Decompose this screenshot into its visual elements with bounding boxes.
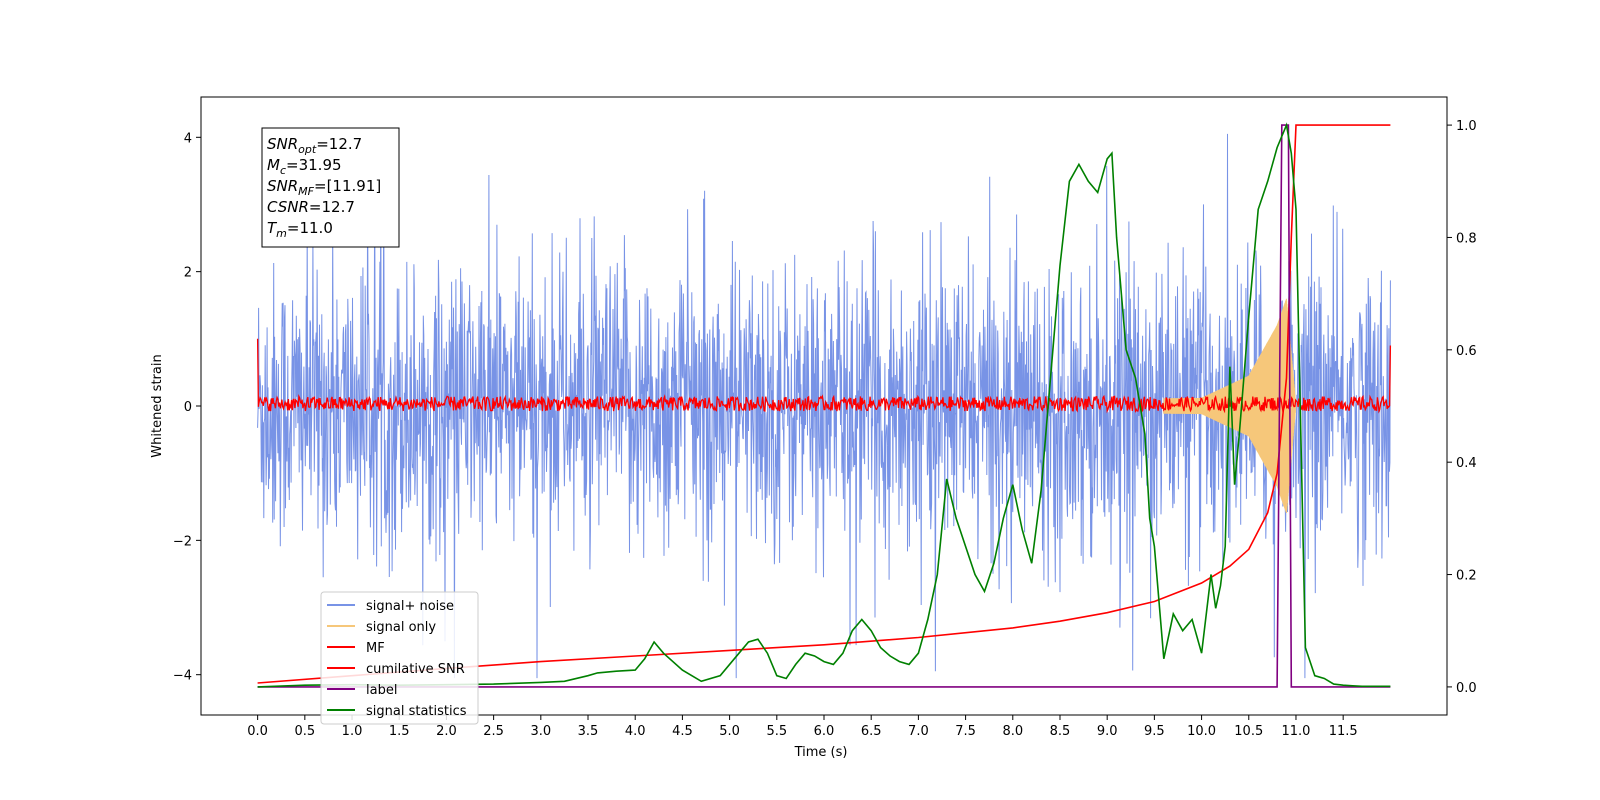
x-tick-label: 6.0 <box>814 724 835 739</box>
series-cumilative-snr-line <box>257 124 1391 684</box>
annotation-box-frame <box>261 127 400 248</box>
y-left-tick-label: 4 <box>184 131 192 146</box>
annotation-symbol: T <box>267 219 278 237</box>
annotation-value: =11.0 <box>287 219 333 237</box>
x-tick-label: 8.0 <box>1002 724 1023 739</box>
annotation-symbol: SNR <box>267 135 298 153</box>
x-tick-label: 11.0 <box>1281 724 1310 739</box>
x-tick-label: 2.5 <box>483 724 504 739</box>
y-right-tick-label: 0.4 <box>1456 456 1477 471</box>
x-tick-label: 7.0 <box>908 724 929 739</box>
y-axis-left: −4 −2 0 2 4 <box>173 131 201 684</box>
annotation-subscript: c <box>280 164 286 177</box>
x-tick-label: 0.0 <box>247 724 268 739</box>
y-axis-label: Whitened strain <box>150 354 165 457</box>
x-tick-label: 1.5 <box>389 724 410 739</box>
y-right-tick-label: 0.6 <box>1456 344 1477 359</box>
x-tick-label: 0.5 <box>294 724 315 739</box>
y-left-tick-label: 2 <box>184 266 192 281</box>
legend-label-cumilative-snr: cumilative SNR <box>366 662 465 677</box>
annotation-value: =12.7 <box>309 198 355 216</box>
x-tick-label: 3.0 <box>530 724 551 739</box>
annotation-value: =31.95 <box>286 156 342 174</box>
annotation-value: =12.7 <box>316 135 362 153</box>
x-tick-label: 1.0 <box>342 724 363 739</box>
annotation-line: Mc=31.95 <box>267 156 342 177</box>
legend: signal+ noise signal only MF cumilative SNR… <box>320 591 479 725</box>
annotation-symbol: CSNR <box>267 198 309 216</box>
x-tick-label: 8.5 <box>1050 724 1071 739</box>
y-right-tick-label: 1.0 <box>1456 119 1477 134</box>
y-right-tick-label: 0.8 <box>1456 231 1477 246</box>
annotation-line: SNRopt=12.7 <box>267 135 362 156</box>
x-tick-label: 4.5 <box>672 724 693 739</box>
annotation-symbol: M <box>267 156 280 174</box>
legend-label-signal-statistics: signal statistics <box>366 704 467 719</box>
annotation-subscript: opt <box>298 143 317 156</box>
x-tick-label: 6.5 <box>861 724 882 739</box>
series-signal-noise-line <box>257 133 1391 679</box>
legend-label-signal-only: signal only <box>366 620 436 635</box>
x-axis: 0.0 0.5 1.0 1.5 2.0 2.5 3.0 3.5 4.0 4.5 5.0 5.5 6.0 6… <box>247 715 1358 739</box>
x-tick-label: 3.5 <box>578 724 599 739</box>
x-tick-label: 5.0 <box>719 724 740 739</box>
legend-label-signal-noise: signal+ noise <box>366 599 454 614</box>
x-tick-label: 4.0 <box>625 724 646 739</box>
x-axis-label: Time (s) <box>794 745 848 760</box>
x-tick-label: 9.5 <box>1144 724 1165 739</box>
y-right-tick-label: 0.0 <box>1456 681 1477 696</box>
annotation-line: Tm=11.0 <box>267 219 333 240</box>
x-tick-label: 7.5 <box>955 724 976 739</box>
x-tick-label: 11.5 <box>1329 724 1358 739</box>
x-tick-label: 9.0 <box>1097 724 1118 739</box>
annotation-subscript: MF <box>298 185 314 198</box>
x-tick-label: 10.5 <box>1234 724 1263 739</box>
y-left-tick-label: 0 <box>184 400 192 415</box>
x-tick-label: 5.5 <box>766 724 787 739</box>
legend-label-mf: MF <box>366 641 385 656</box>
series-layer <box>256 122 1392 688</box>
y-left-tick-label: −2 <box>173 534 192 549</box>
series-label-line <box>257 124 1391 688</box>
y-right-tick-label: 0.2 <box>1456 569 1477 584</box>
annotation-value: =[11.91] <box>314 177 381 195</box>
series-mf-line <box>256 338 1392 414</box>
legend-label-label: label <box>366 683 397 698</box>
annotation-line: CSNR=12.7 <box>267 198 355 216</box>
x-tick-label: 2.0 <box>436 724 457 739</box>
annotation-line: SNRMF=[11.91] <box>267 177 381 198</box>
annotation-symbol: SNR <box>267 177 298 195</box>
annotation-subscript: m <box>276 227 287 240</box>
y-left-tick-label: −4 <box>173 669 192 684</box>
annotation-box: SNRopt=12.7Mc=31.95SNRMF=[11.91]CSNR=12.… <box>261 127 400 248</box>
x-tick-label: 10.0 <box>1187 724 1216 739</box>
y-axis-right: 0.0 0.2 0.4 0.6 0.8 1.0 <box>1447 119 1477 696</box>
series-signal-only-line <box>1163 298 1297 514</box>
legend-frame <box>320 591 479 725</box>
series-signal-statistics-line <box>257 122 1391 688</box>
